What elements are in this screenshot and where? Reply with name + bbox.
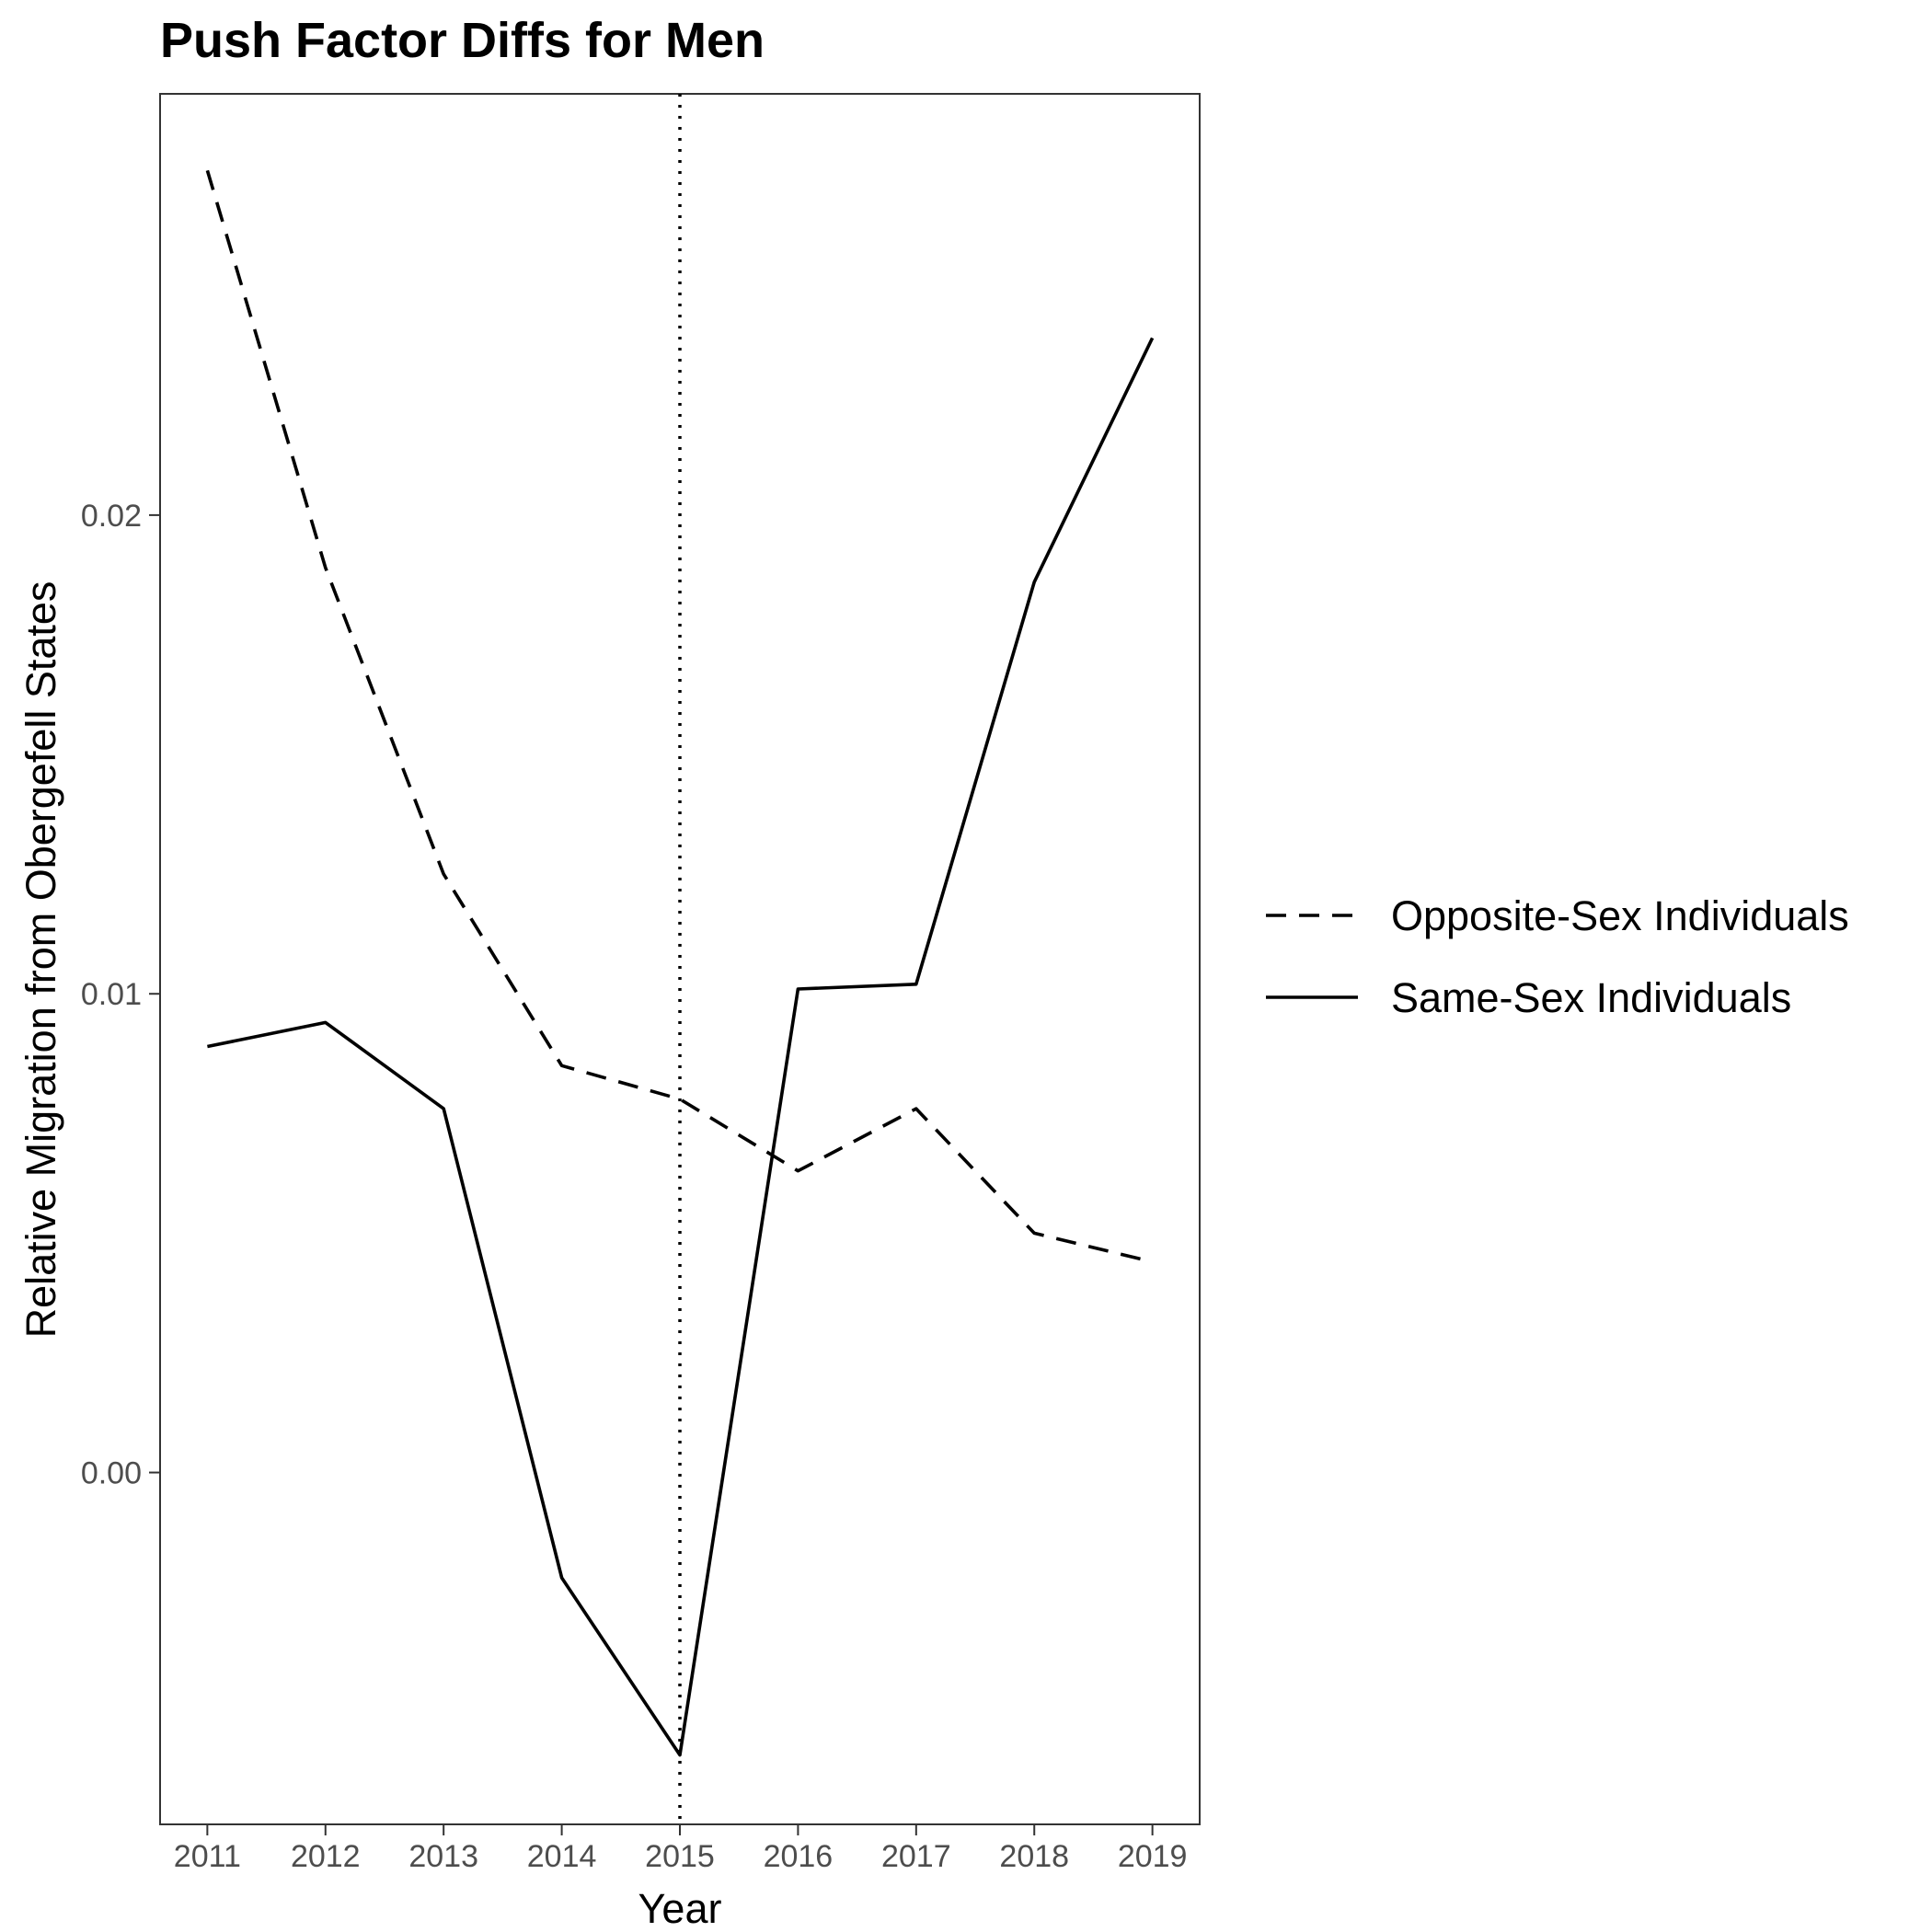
y-axis-title: Relative Migration from Obergefell State…	[17, 581, 64, 1339]
x-tick-label: 2011	[174, 1839, 241, 1874]
x-tick-label: 2014	[527, 1839, 597, 1874]
x-tick-label: 2015	[645, 1839, 715, 1874]
x-tick-label: 2019	[1118, 1839, 1188, 1874]
y-tick-label: 0.00	[81, 1456, 142, 1491]
series-line-opposite-sex	[205, 169, 1154, 1264]
x-tick-label: 2018	[999, 1839, 1069, 1874]
series-layer	[205, 169, 1155, 1757]
x-axis-title: Year	[638, 1885, 722, 1932]
legend: Opposite-Sex Individuals Same-Sex Individ…	[1266, 892, 1849, 1021]
legend-label: Same-Sex Individuals	[1391, 974, 1791, 1021]
y-axis: 0.00 0.01 0.02	[81, 499, 160, 1491]
y-tick-label: 0.02	[81, 499, 142, 534]
x-tick-label: 2016	[764, 1839, 834, 1874]
chart-title: Push Factor Diffs for Men	[160, 13, 765, 68]
series-line-same-sex	[207, 337, 1155, 1757]
x-tick-label: 2017	[881, 1839, 951, 1874]
legend-label: Opposite-Sex Individuals	[1391, 892, 1849, 939]
x-axis: 2011 2012 2013 2014 2015 2016 2017 2018 2019	[174, 1824, 1188, 1874]
x-tick-label: 2013	[408, 1839, 478, 1874]
x-tick-label: 2012	[291, 1839, 361, 1874]
y-tick-label: 0.01	[81, 977, 142, 1012]
